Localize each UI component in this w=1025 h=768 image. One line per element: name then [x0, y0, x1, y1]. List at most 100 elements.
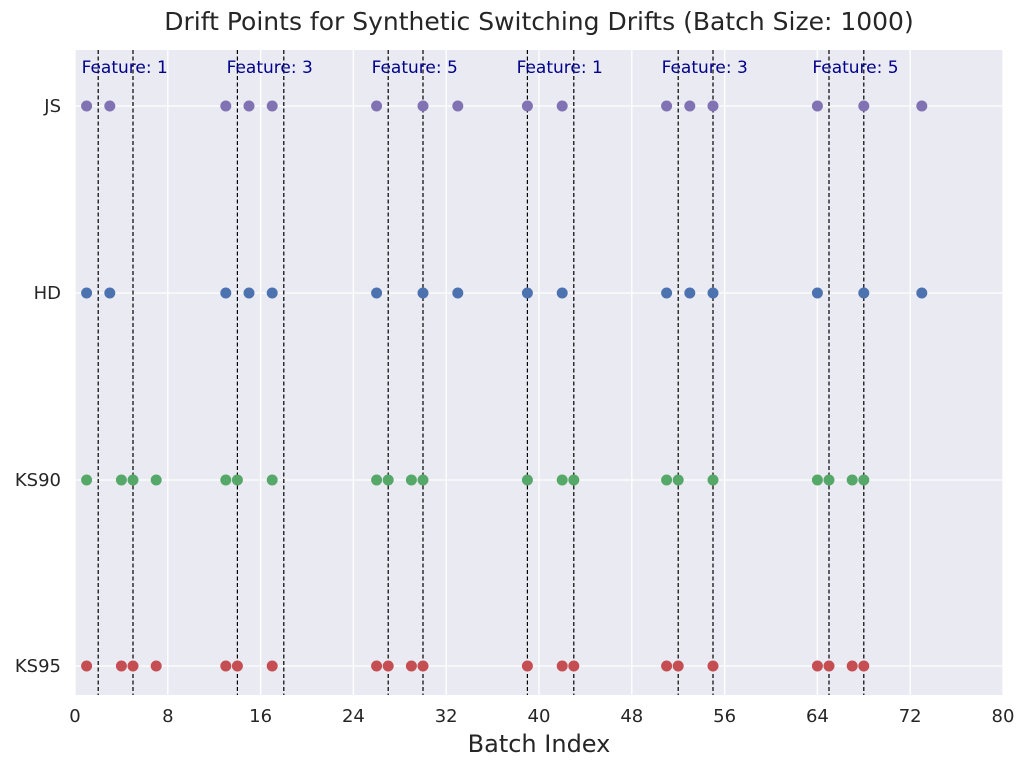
y-tick-label: HD — [34, 283, 61, 304]
x-tick-label: 0 — [69, 706, 80, 727]
x-tick-label: 16 — [249, 706, 272, 727]
data-point-ks95 — [405, 660, 417, 672]
data-point-ks95 — [672, 660, 684, 672]
data-point-js — [707, 100, 719, 112]
data-point-ks90 — [127, 474, 139, 486]
data-point-hd — [104, 287, 116, 299]
data-point-hd — [371, 287, 383, 299]
data-point-ks95 — [858, 660, 870, 672]
x-tick-label: 72 — [899, 706, 922, 727]
data-point-ks90 — [405, 474, 417, 486]
data-point-js — [811, 100, 823, 112]
data-point-js — [858, 100, 870, 112]
data-point-ks95 — [81, 660, 93, 672]
data-point-ks95 — [382, 660, 394, 672]
y-tick-label: JS — [43, 96, 61, 117]
data-point-ks95 — [231, 660, 243, 672]
data-point-ks90 — [115, 474, 127, 486]
data-point-ks95 — [811, 660, 823, 672]
feature-annotation: Feature: 1 — [517, 58, 603, 78]
data-point-js — [556, 100, 568, 112]
data-point-js — [266, 100, 278, 112]
data-point-ks95 — [150, 660, 162, 672]
data-point-hd — [684, 287, 696, 299]
data-points — [81, 100, 928, 672]
x-tick-label: 32 — [435, 706, 458, 727]
data-point-js — [243, 100, 255, 112]
data-point-ks90 — [521, 474, 533, 486]
data-point-ks95 — [521, 660, 533, 672]
data-point-ks90 — [231, 474, 243, 486]
x-tick-label: 56 — [713, 706, 736, 727]
x-axis-label: Batch Index — [468, 730, 611, 758]
drift-lines — [97, 50, 865, 695]
data-point-hd — [916, 287, 928, 299]
y-tick-labels: JS HD KS90 KS95 — [15, 96, 61, 677]
data-point-ks90 — [417, 474, 429, 486]
data-point-ks90 — [661, 474, 673, 486]
x-tick-label: 80 — [992, 706, 1015, 727]
data-point-ks95 — [707, 660, 719, 672]
data-point-ks90 — [220, 474, 232, 486]
data-point-js — [661, 100, 673, 112]
x-tick-label: 24 — [342, 706, 365, 727]
data-point-ks90 — [568, 474, 580, 486]
data-point-hd — [452, 287, 464, 299]
data-point-hd — [707, 287, 719, 299]
data-point-ks90 — [811, 474, 823, 486]
data-point-hd — [81, 287, 93, 299]
feature-annotation: Feature: 5 — [372, 58, 458, 78]
x-tick-label: 64 — [806, 706, 829, 727]
data-point-js — [684, 100, 696, 112]
data-point-ks90 — [81, 474, 93, 486]
data-point-js — [916, 100, 928, 112]
data-point-hd — [811, 287, 823, 299]
data-point-ks90 — [823, 474, 835, 486]
data-point-hd — [556, 287, 568, 299]
data-point-ks95 — [371, 660, 383, 672]
data-point-ks95 — [266, 660, 278, 672]
feature-annotations: Feature: 1 Feature: 3 Feature: 5 Feature: 1… — [82, 58, 899, 78]
data-point-js — [81, 100, 93, 112]
data-point-hd — [661, 287, 673, 299]
feature-annotation: Feature: 3 — [662, 58, 748, 78]
feature-annotation: Feature: 1 — [82, 58, 168, 78]
data-point-ks95 — [661, 660, 673, 672]
data-point-js — [104, 100, 116, 112]
data-point-js — [521, 100, 533, 112]
data-point-ks95 — [823, 660, 835, 672]
chart-title: Drift Points for Synthetic Switching Dri… — [164, 7, 913, 36]
data-point-ks95 — [556, 660, 568, 672]
data-point-ks90 — [858, 474, 870, 486]
data-point-hd — [417, 287, 429, 299]
data-point-hd — [243, 287, 255, 299]
data-point-ks95 — [846, 660, 858, 672]
y-tick-label: KS95 — [15, 656, 61, 677]
data-point-ks90 — [150, 474, 162, 486]
data-point-ks95 — [127, 660, 139, 672]
feature-annotation: Feature: 5 — [812, 58, 898, 78]
data-point-hd — [858, 287, 870, 299]
data-point-js — [452, 100, 464, 112]
x-tick-label: 8 — [162, 706, 173, 727]
feature-annotation: Feature: 3 — [227, 58, 313, 78]
x-tick-label: 40 — [528, 706, 551, 727]
data-point-ks90 — [371, 474, 383, 486]
data-point-js — [371, 100, 383, 112]
data-point-ks90 — [707, 474, 719, 486]
data-point-ks90 — [672, 474, 684, 486]
data-point-js — [417, 100, 429, 112]
data-point-hd — [521, 287, 533, 299]
data-point-ks90 — [556, 474, 568, 486]
data-point-js — [220, 100, 232, 112]
data-point-ks90 — [846, 474, 858, 486]
data-point-ks90 — [382, 474, 394, 486]
x-tick-labels: 0 8 16 24 32 40 48 56 64 72 80 — [69, 706, 1014, 727]
data-point-ks90 — [266, 474, 278, 486]
data-point-hd — [220, 287, 232, 299]
data-point-ks95 — [115, 660, 127, 672]
y-tick-label: KS90 — [15, 470, 61, 491]
x-tick-label: 48 — [620, 706, 643, 727]
data-point-ks95 — [568, 660, 580, 672]
